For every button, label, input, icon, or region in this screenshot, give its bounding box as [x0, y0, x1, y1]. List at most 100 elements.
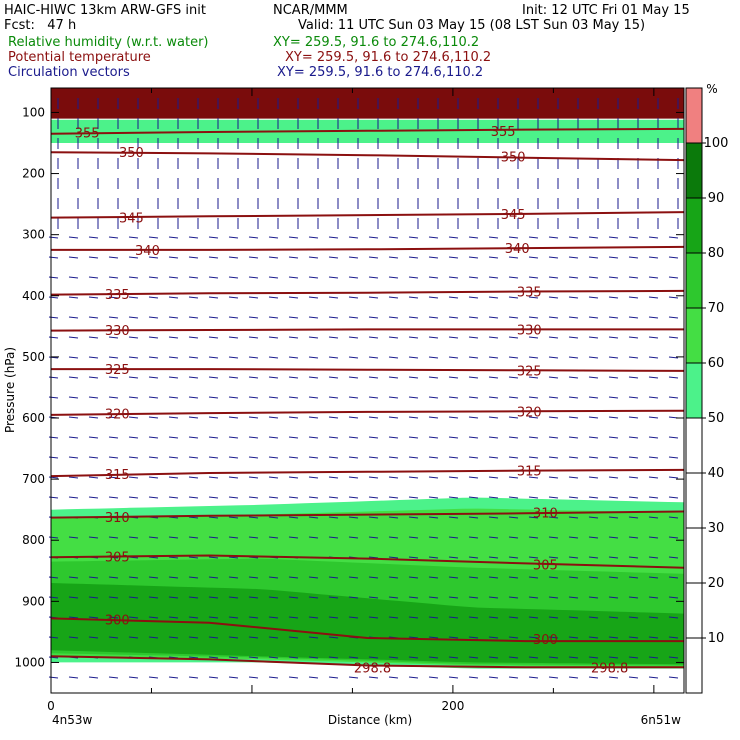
circulation-vector [228, 476, 239, 479]
circulation-vector [268, 516, 279, 519]
circulation-vector [668, 256, 679, 259]
circulation-vector [468, 576, 479, 579]
circulation-vector [628, 616, 639, 619]
circulation-vector [408, 396, 419, 399]
theta-contour-355 [50, 127, 685, 135]
theta-label: 355 [491, 125, 516, 140]
circulation-vector [228, 236, 239, 239]
circulation-vector [668, 436, 679, 439]
circulation-vector [428, 556, 439, 559]
circulation-vector [348, 416, 359, 419]
theta-label: 340 [135, 244, 160, 259]
circulation-vector [488, 456, 499, 459]
circulation-vector [488, 336, 499, 339]
circulation-vector [448, 496, 459, 499]
circulation-vector [48, 256, 59, 259]
circulation-vector [548, 416, 559, 419]
circulation-vector [668, 296, 679, 299]
circulation-vector [288, 296, 299, 299]
circulation-vector [408, 296, 419, 299]
circulation-vector [668, 576, 679, 579]
circulation-vector [68, 236, 79, 239]
circulation-vector [268, 476, 279, 479]
circulation-vector [408, 276, 419, 279]
circulation-vector [268, 676, 279, 679]
circulation-vector [208, 416, 219, 419]
circulation-vector [208, 336, 219, 339]
circulation-vector [448, 396, 459, 399]
circulation-vector [248, 496, 259, 499]
circulation-vector [108, 316, 119, 319]
circulation-vector [188, 496, 199, 499]
circulation-vector [308, 396, 319, 399]
theta-contour-layer: 355 355 350 350 345 345 340 340 335 335 330 330 325 3… [50, 125, 685, 676]
circulation-vector [348, 236, 359, 239]
circulation-vector [348, 616, 359, 619]
colorbar-label: 70 [708, 301, 725, 316]
theta-label: 320 [105, 408, 130, 423]
circulation-vector [108, 356, 119, 359]
circulation-vector [308, 536, 319, 539]
circulation-vector [588, 376, 599, 379]
circulation-vector [248, 516, 259, 519]
circulation-vector [68, 416, 79, 419]
circulation-vector [248, 576, 259, 579]
theta-contour-305 [50, 554, 685, 569]
circulation-vector [248, 256, 259, 259]
circulation-vector [348, 316, 359, 319]
circulation-vector [448, 236, 459, 239]
circulation-vector [488, 356, 499, 359]
circulation-vector [368, 356, 379, 359]
field2-name: Potential temperature [8, 50, 151, 65]
circulation-vector [88, 536, 99, 539]
circulation-vector [508, 676, 519, 679]
circulation-vector [388, 576, 399, 579]
circulation-vector [328, 316, 339, 319]
circulation-vector [428, 496, 439, 499]
circulation-vector [168, 476, 179, 479]
circulation-vector [608, 616, 619, 619]
colorbar-label: 90 [708, 191, 725, 206]
circulation-vector [668, 476, 679, 479]
circulation-vector [388, 656, 399, 659]
theta-label: 345 [501, 208, 526, 223]
circulation-vector [228, 616, 239, 619]
circulation-vector [488, 236, 499, 239]
circulation-vector [208, 576, 219, 579]
circulation-vector [148, 376, 159, 379]
circulation-vector [368, 416, 379, 419]
circulation-vector [348, 516, 359, 519]
circulation-vector [648, 516, 659, 519]
circulation-vector [528, 316, 539, 319]
circulation-vector [648, 376, 659, 379]
circulation-vector [88, 436, 99, 439]
circulation-vector [528, 256, 539, 259]
circulation-vector [68, 396, 79, 399]
circulation-vector [228, 596, 239, 599]
circulation-vector [368, 516, 379, 519]
circulation-vector [228, 636, 239, 639]
circulation-vector [148, 616, 159, 619]
circulation-vector [228, 416, 239, 419]
circulation-vector [528, 636, 539, 639]
circulation-vector [228, 496, 239, 499]
circulation-vector [468, 656, 479, 659]
circulation-vector [128, 616, 139, 619]
circulation-vector [468, 416, 479, 419]
circulation-vector [628, 476, 639, 479]
circulation-vector [608, 576, 619, 579]
circulation-vector [448, 456, 459, 459]
circulation-vector [188, 576, 199, 579]
y-tick-label: 1000 [14, 655, 45, 669]
circulation-vector [448, 336, 459, 339]
theta-label: 305 [533, 559, 558, 574]
circulation-vector [208, 456, 219, 459]
circulation-vector [148, 336, 159, 339]
circulation-vector [548, 556, 559, 559]
header-valid: Valid: 11 UTC Sun 03 May 15 (08 LST Sun … [298, 18, 646, 33]
circulation-vector [648, 236, 659, 239]
circulation-vector [428, 616, 439, 619]
circulation-vector [448, 316, 459, 319]
circulation-vector [448, 616, 459, 619]
circulation-vector [308, 436, 319, 439]
